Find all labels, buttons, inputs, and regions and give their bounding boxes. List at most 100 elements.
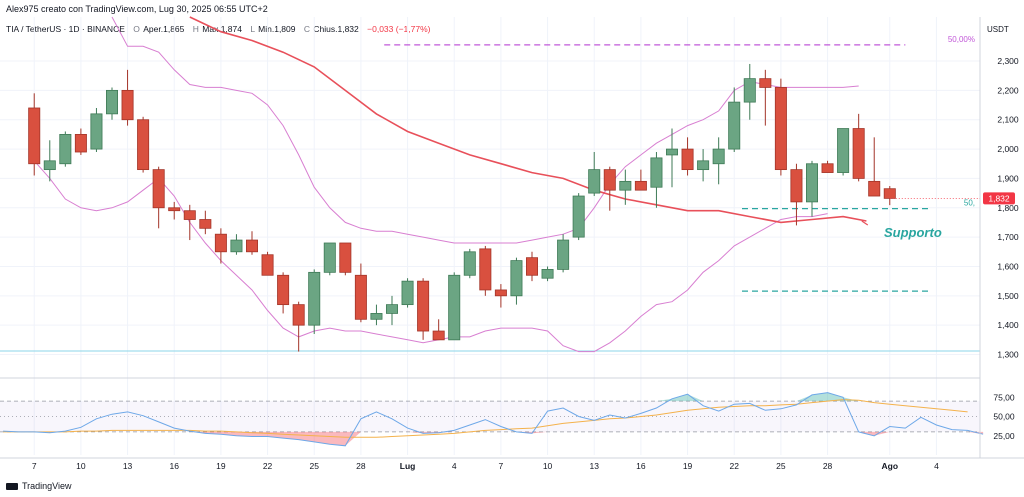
candle-body (634, 180, 647, 191)
date-tick-label: 25 (776, 461, 786, 471)
low-label: L (250, 24, 255, 34)
candle-body (43, 160, 56, 171)
candle-body (650, 157, 663, 188)
rsi-ma-line (3, 399, 968, 438)
change-value: −0,033 (−1,77%) (367, 24, 431, 34)
candle-body (681, 148, 694, 171)
brand-name: TradingView (22, 481, 72, 491)
level-label: 50, (964, 199, 975, 208)
candle-body (806, 163, 819, 203)
date-tick-label: 28 (356, 461, 366, 471)
date-tick-label: 16 (636, 461, 646, 471)
footer-brand: TradingView (6, 481, 72, 491)
candle-body (774, 87, 787, 171)
candle-body (837, 128, 850, 173)
candle-body (137, 119, 150, 171)
candle-body (821, 163, 834, 173)
date-tick-label: 4 (934, 461, 939, 471)
candle-body (121, 89, 134, 121)
date-tick-label: 13 (589, 461, 599, 471)
candlesticks (28, 63, 896, 352)
level-label: 50,00% (948, 35, 975, 44)
candle-body (728, 101, 741, 150)
candle-body (852, 128, 865, 179)
close-label: C (303, 24, 311, 34)
price-tick-label: 1,500 (997, 291, 1019, 301)
date-tick-label: 22 (729, 461, 739, 471)
date-tick-label: Ago (882, 461, 899, 471)
low-value: Min.1,809 (258, 24, 296, 34)
candle-body (292, 304, 305, 326)
date-tick-label: 7 (32, 461, 37, 471)
candle-body (168, 207, 181, 212)
date-tick-label: 22 (263, 461, 273, 471)
price-tick-label: 1,400 (997, 320, 1019, 330)
price-tick-label: 2,000 (997, 144, 1019, 154)
rsi-line (3, 392, 984, 447)
candle-body (152, 169, 165, 209)
price-tick-label: 1,700 (997, 232, 1019, 242)
rsi-band-fill (0, 401, 980, 432)
candle-body (526, 257, 539, 276)
candle-body (603, 169, 616, 191)
rsi-tick-label: 75,00 (993, 392, 1015, 402)
price-tick-label: 1,600 (997, 261, 1019, 271)
price-tick-label: 1,300 (997, 350, 1019, 360)
candle-body (432, 330, 445, 341)
candle-body (245, 239, 258, 253)
date-tick-label: 10 (76, 461, 86, 471)
ma-line (189, 16, 867, 224)
open-label: O (133, 24, 140, 34)
axes: 1,300 1,400 1,500 1,600 1,700 1,800 1,900 2,000… (0, 17, 1024, 471)
high-value: Max.1,874 (202, 24, 242, 34)
candle-body (59, 133, 72, 165)
candle-body (712, 148, 725, 165)
symbol-name[interactable]: TIA / TetherUS · 1D · BINANCE (6, 24, 125, 34)
symbol-info-bar: TIA / TetherUS · 1D · BINANCE O Aper.1,8… (6, 24, 430, 34)
price-tick-label: 2,200 (997, 85, 1019, 95)
date-tick-label: 19 (683, 461, 693, 471)
candle-body (183, 210, 196, 220)
candle-body (339, 242, 352, 273)
date-tick-label: 4 (452, 461, 457, 471)
candle-body (479, 248, 492, 291)
price-tick-label: 1,900 (997, 173, 1019, 183)
candle-body (354, 274, 367, 320)
candle-body (588, 169, 601, 194)
candle-body (28, 107, 41, 165)
candle-body (370, 313, 383, 320)
date-tick-label: 10 (543, 461, 553, 471)
price-tick-label: 2,300 (997, 56, 1019, 66)
support-annotation: Supporto (884, 225, 942, 240)
candle-body (323, 242, 336, 273)
price-tick-label: 2,100 (997, 115, 1019, 125)
date-tick-label: 25 (309, 461, 319, 471)
date-tick-label: 19 (216, 461, 226, 471)
last-price-badge (983, 192, 1015, 205)
rsi-oversold-fill (3, 431, 984, 446)
rsi-panel (0, 392, 984, 447)
last-price-label: 1,832 (988, 193, 1010, 203)
candle-body (308, 271, 321, 326)
gridlines (0, 17, 980, 455)
date-tick-label: 28 (823, 461, 833, 471)
horizontal-levels: 50,00% 50, (0, 35, 980, 352)
rsi-tick-label: 50,00 (993, 412, 1015, 422)
candle-body (385, 304, 398, 314)
candle-body (199, 219, 212, 229)
candle-body (494, 289, 507, 297)
date-tick-label: 13 (123, 461, 133, 471)
candle-body (401, 280, 414, 306)
candle-body (541, 269, 554, 279)
date-tick-label: 7 (499, 461, 504, 471)
candle-body (790, 169, 803, 203)
candle-body (759, 78, 772, 88)
candle-body (463, 251, 476, 276)
candle-body (230, 239, 243, 253)
candle-body (90, 113, 103, 150)
candle-body (417, 280, 430, 332)
candle-body (619, 180, 632, 191)
candle-body (510, 260, 523, 297)
candle-body (261, 254, 274, 276)
